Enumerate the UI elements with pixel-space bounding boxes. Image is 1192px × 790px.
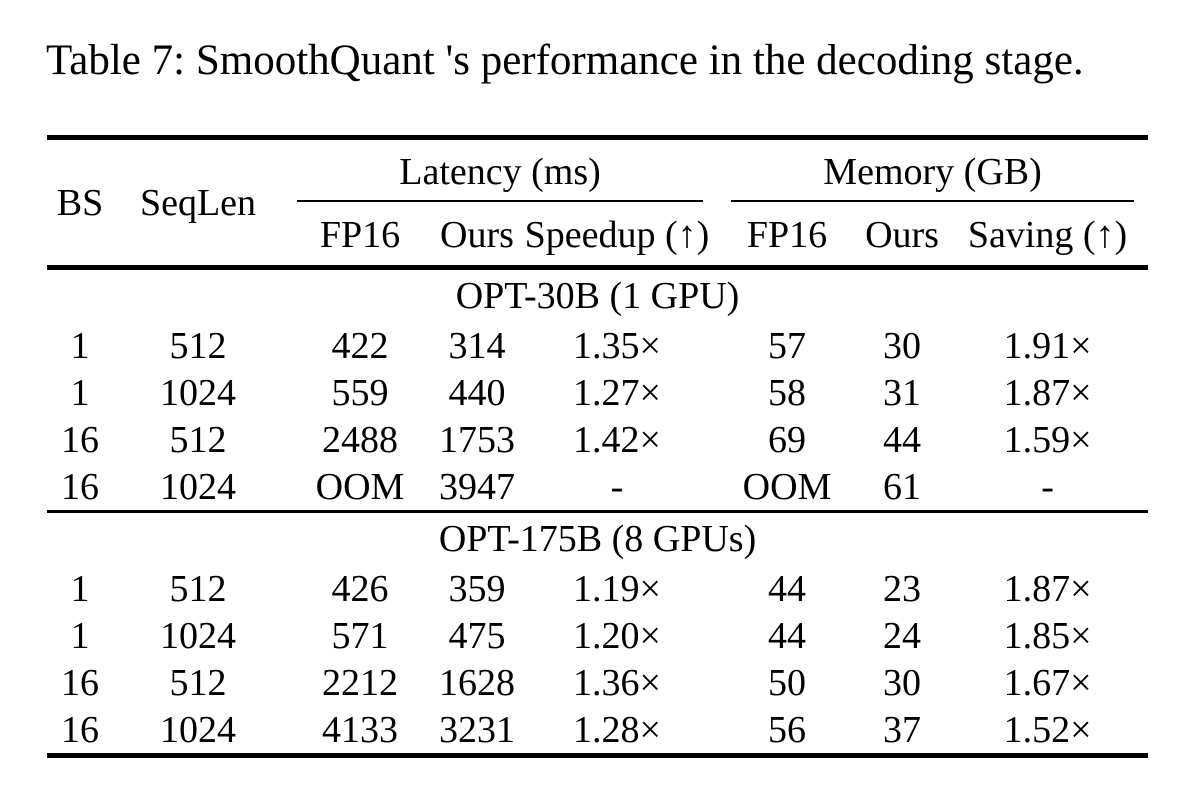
- table-cell: 1024: [160, 465, 236, 508]
- table-cell: 1: [70, 614, 90, 657]
- table-cell: 512: [169, 661, 227, 704]
- table-cell: 512: [169, 418, 227, 461]
- table-cell: 44: [768, 614, 807, 657]
- table-cell: 1.28×: [573, 708, 661, 751]
- table-row: 16 1024 4133 3231 1.28× 56 37 1.52×: [47, 706, 1148, 756]
- section-header-row: OPT-30B (1 GPU): [47, 268, 1148, 323]
- section-header-row: OPT-175B (8 GPUs): [47, 510, 1149, 565]
- table-cell: 1.87×: [1003, 567, 1092, 610]
- col-header-seqlen: SeqLen: [113, 137, 283, 270]
- table-caption: Table 7: SmoothQuant 's performance in t…: [46, 37, 1084, 84]
- table-row: 16 512 2488 1753 1.42× 69 44 1.59×: [47, 416, 1148, 463]
- table-cell: 440: [448, 371, 506, 414]
- table-header: BS SeqLen Latency (ms) Memory (GB) FP16 …: [47, 137, 1149, 270]
- table-cell: 1.35×: [573, 324, 661, 367]
- table-cell: 1.36×: [573, 661, 661, 704]
- table-cell: 50: [768, 661, 807, 704]
- table-cell: 44: [883, 418, 922, 461]
- table-cell: 2212: [322, 661, 398, 704]
- table-cell: -: [1041, 465, 1054, 508]
- table-cell: 1: [70, 371, 90, 414]
- table-row: 1 1024 571 475 1.20× 44 24 1.85×: [47, 612, 1148, 659]
- table-cell: 1.91×: [1003, 324, 1092, 367]
- table-cell: OOM: [315, 465, 405, 508]
- table-cell: 69: [768, 418, 807, 461]
- table-cell: 44: [768, 567, 807, 610]
- table-cell: 16: [61, 465, 99, 508]
- section-opt-30b: OPT-30B (1 GPU) 1 512 422 314 1.35× 57 3…: [47, 268, 1148, 512]
- table-cell: 1628: [439, 661, 515, 704]
- col-header-speedup: Speedup (↑): [517, 205, 718, 270]
- table-row: 16 512 2212 1628 1.36× 50 30 1.67×: [47, 659, 1148, 706]
- col-header-latency-ours: Ours: [437, 205, 517, 270]
- table-cell: OOM: [742, 465, 832, 508]
- col-header-bs: BS: [47, 137, 113, 270]
- table-cell: 16: [61, 708, 99, 751]
- latency-cmidrule: [297, 199, 704, 202]
- table-cell: 57: [768, 324, 807, 367]
- col-group-latency: Latency (ms): [283, 138, 717, 206]
- table-cell: 559: [331, 371, 389, 414]
- memory-group-label: Memory (GB): [823, 150, 1042, 193]
- table-cell: 4133: [322, 708, 398, 751]
- header-row-groups: BS SeqLen Latency (ms) Memory (GB): [47, 137, 1148, 270]
- table-cell: 1024: [160, 371, 236, 414]
- col-header-memory-fp16: FP16: [717, 205, 858, 270]
- table-cell: 58: [768, 371, 807, 414]
- table-cell: 1.20×: [573, 614, 661, 657]
- table-row: 16 1024 OOM 3947 - OOM 61 -: [47, 463, 1148, 512]
- col-group-memory: Memory (GB): [717, 138, 1148, 206]
- table-row: 1 512 422 314 1.35× 57 30 1.91×: [47, 322, 1148, 369]
- col-header-memory-ours: Ours: [857, 205, 948, 270]
- table-cell: 16: [61, 418, 99, 461]
- table-cell: 3947: [439, 465, 515, 508]
- table-cell: 31: [883, 371, 922, 414]
- table-row: 1 1024 559 440 1.27× 58 31 1.87×: [47, 369, 1148, 416]
- table-cell: 56: [768, 708, 807, 751]
- table-container: BS SeqLen Latency (ms) Memory (GB) FP16 …: [47, 135, 1149, 758]
- table-cell: 426: [331, 567, 389, 610]
- table-cell: 1.59×: [1003, 418, 1092, 461]
- section-header: OPT-30B (1 GPU): [455, 275, 740, 317]
- table-cell: 1.52×: [1003, 708, 1092, 751]
- table-cell: 1024: [160, 708, 236, 751]
- col-header-latency-fp16: FP16: [283, 205, 437, 270]
- table-cell: 422: [331, 324, 389, 367]
- table-cell: 1.19×: [573, 567, 661, 610]
- table-cell: 37: [883, 708, 922, 751]
- table-cell: 1: [70, 567, 90, 610]
- table-cell: -: [610, 465, 624, 508]
- table-cell: 61: [883, 465, 922, 508]
- section-header: OPT-175B (8 GPUs): [47, 510, 1149, 565]
- table-cell: 2488: [322, 418, 398, 461]
- table-cell: 571: [331, 614, 389, 657]
- table-cell: 3231: [439, 708, 515, 751]
- table-cell: 1753: [439, 418, 515, 461]
- memory-cmidrule: [731, 199, 1135, 202]
- table-cell: 1: [70, 324, 90, 367]
- latency-group-label: Latency (ms): [399, 150, 601, 193]
- table-cell: 1.67×: [1003, 661, 1092, 704]
- header-row-subcolumns: FP16 Ours Speedup (↑) FP16 Ours Saving (…: [47, 205, 1149, 270]
- table-cell: 512: [169, 567, 227, 610]
- table-cell: 1.27×: [573, 371, 661, 414]
- table-cell: 314: [448, 324, 506, 367]
- performance-table: BS SeqLen Latency (ms) Memory (GB) FP16 …: [47, 135, 1149, 758]
- table-cell: 16: [61, 661, 99, 704]
- table-cell: 30: [883, 661, 922, 704]
- table-row: 1 512 426 359 1.19× 44 23 1.87×: [47, 565, 1148, 612]
- table-cell: 359: [448, 567, 506, 610]
- table-cell: 23: [883, 567, 922, 610]
- table-cell: 24: [883, 614, 922, 657]
- col-header-saving: Saving (↑): [947, 205, 1149, 270]
- table-cell: 1.87×: [1003, 371, 1092, 414]
- table-cell: 1.42×: [573, 418, 661, 461]
- table-cell: 475: [448, 614, 506, 657]
- table-cell: 1024: [160, 614, 236, 657]
- table-cell: 1.85×: [1003, 614, 1092, 657]
- table-cell: 512: [169, 324, 227, 367]
- section-opt-175b: OPT-175B (8 GPUs) 1 512 426 359 1.19× 44…: [47, 510, 1149, 756]
- table-cell: 30: [883, 324, 922, 367]
